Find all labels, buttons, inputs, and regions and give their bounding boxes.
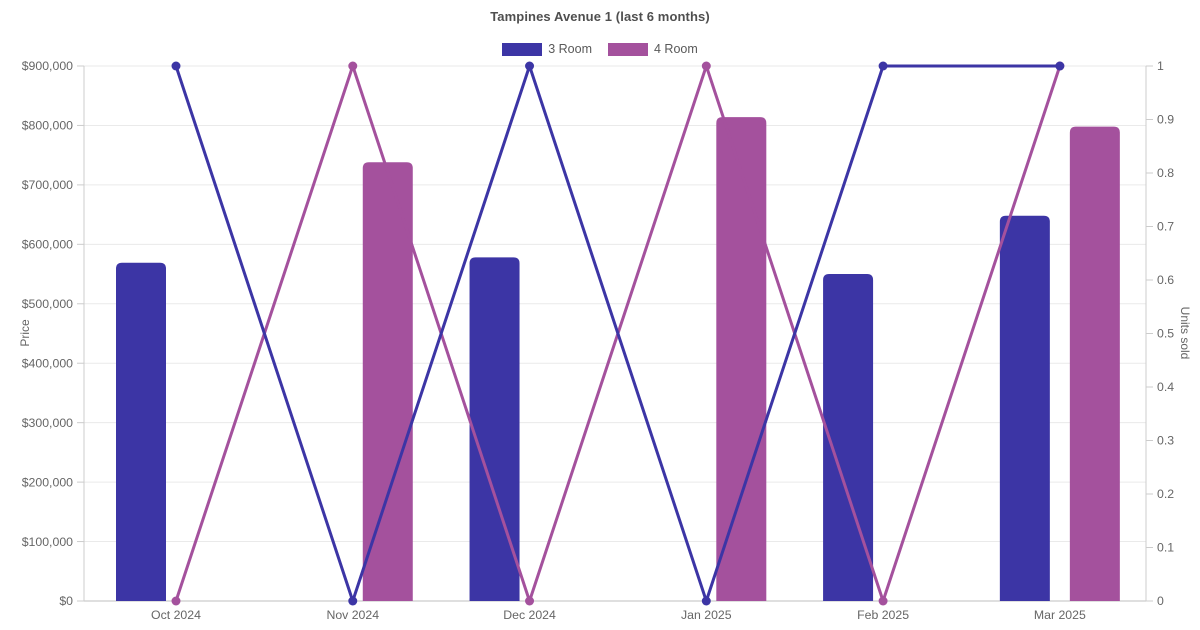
left-tick-label: $400,000 xyxy=(22,356,73,370)
x-axis-labels: Oct 2024 Nov 2024 Dec 2024 Jan 2025 Feb 2025… xyxy=(151,608,1086,622)
chart-legend: 3 Room 4 Room xyxy=(0,42,1200,56)
bars-3-room xyxy=(116,215,1050,602)
point-4-room-jan-2025[interactable] xyxy=(701,61,711,71)
left-tick-label: $900,000 xyxy=(22,59,73,73)
chart-title: Tampines Avenue 1 (last 6 months) xyxy=(490,9,710,24)
point-4-room-dec-2024[interactable] xyxy=(525,596,535,606)
left-tick-label: $200,000 xyxy=(22,475,73,489)
right-tick-label: 0.2 xyxy=(1157,487,1174,501)
right-tick-label: 0 xyxy=(1157,594,1164,608)
right-tick-label: 0.9 xyxy=(1157,113,1174,127)
left-tick-label: $300,000 xyxy=(22,416,73,430)
bar-3-room-dec-2024[interactable] xyxy=(469,257,520,601)
bars-4-room xyxy=(362,117,1120,602)
right-tick-label: 0.1 xyxy=(1157,541,1174,555)
line-3-room xyxy=(171,61,1065,606)
left-tick-label: $0 xyxy=(59,594,73,608)
point-4-room-feb-2025[interactable] xyxy=(878,596,888,606)
left-tick-label: $600,000 xyxy=(22,238,73,252)
point-3-room-oct-2024[interactable] xyxy=(171,61,181,71)
point-4-room-nov-2024[interactable] xyxy=(348,61,358,71)
legend-swatch-4-room xyxy=(608,42,648,56)
x-tick-label: Feb 2025 xyxy=(857,608,909,622)
right-axis-ticks: 0 0.1 0.2 0.3 0.4 0.5 0.6 0.7 0.8 0.9 1 xyxy=(1146,59,1174,608)
axis-lines xyxy=(83,66,1147,602)
left-tick-label: $700,000 xyxy=(22,178,73,192)
right-tick-label: 0.8 xyxy=(1157,166,1174,180)
right-tick-label: 0.5 xyxy=(1157,327,1174,341)
legend-label-3-room: 3 Room xyxy=(548,42,592,56)
bar-3-room-feb-2025[interactable] xyxy=(823,274,874,601)
right-tick-label: 0.6 xyxy=(1157,273,1174,287)
x-tick-label: Nov 2024 xyxy=(326,608,379,622)
legend-item-3-room[interactable]: 3 Room xyxy=(502,42,592,56)
right-tick-label: 0.7 xyxy=(1157,220,1174,234)
x-tick-label: Mar 2025 xyxy=(1034,608,1086,622)
legend-label-4-room: 4 Room xyxy=(654,42,698,56)
left-tick-label: $500,000 xyxy=(22,297,73,311)
point-3-room-feb-2025[interactable] xyxy=(878,61,888,71)
legend-swatch-3-room xyxy=(502,42,543,56)
bar-4-room-nov-2024[interactable] xyxy=(362,162,413,602)
right-tick-label: 0.3 xyxy=(1157,434,1174,448)
bar-4-room-jan-2025[interactable] xyxy=(716,117,767,601)
x-tick-label: Dec 2024 xyxy=(503,608,556,622)
point-3-room-nov-2024[interactable] xyxy=(348,596,358,606)
legend-item-4-room[interactable]: 4 Room xyxy=(608,42,698,56)
bar-3-room-mar-2025[interactable] xyxy=(999,215,1050,602)
point-3-room-dec-2024[interactable] xyxy=(525,61,535,71)
point-4-room-oct-2024[interactable] xyxy=(171,596,181,606)
gridlines xyxy=(84,65,1146,602)
left-tick-label: $800,000 xyxy=(22,119,73,133)
right-tick-label: 1 xyxy=(1157,59,1164,73)
point-3-room-mar-2025[interactable] xyxy=(1055,61,1065,71)
line-path-3-room xyxy=(174,64,1060,603)
point-3-room-jan-2025[interactable] xyxy=(701,596,711,606)
left-tick-label: $100,000 xyxy=(22,535,73,549)
right-tick-label: 0.4 xyxy=(1157,380,1174,394)
x-tick-label: Jan 2025 xyxy=(681,608,732,622)
bar-4-room-mar-2025[interactable] xyxy=(1069,126,1120,601)
x-tick-label: Oct 2024 xyxy=(151,608,201,622)
left-axis-ticks: $0 $100,000 $200,000 $300,000 $400,000 $500,0… xyxy=(22,59,84,608)
bar-3-room-oct-2024[interactable] xyxy=(116,262,166,601)
